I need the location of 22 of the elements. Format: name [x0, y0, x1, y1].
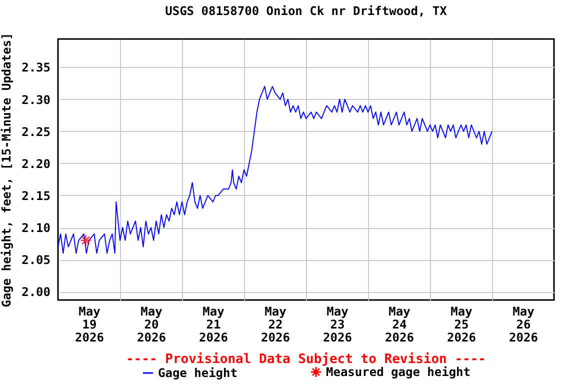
text: ---- Provisional Data Subject to Revision ---- — [126, 352, 486, 367]
x-tick-label: May 20 2026 — [137, 304, 166, 344]
x-tick-label: May 26 2026 — [509, 304, 538, 344]
y-tick-label: 2.35 — [22, 60, 50, 75]
line-series — [58, 86, 492, 254]
x-tick-label: May 23 2026 — [323, 304, 352, 344]
y-tick-label: 2.00 — [22, 285, 50, 300]
x-tick-label: May 22 2026 — [261, 304, 290, 344]
chart-title: USGS 08158700 Onion Ck nr Driftwood, TX — [165, 4, 448, 18]
y-tick-label: 2.25 — [22, 124, 50, 139]
y-tick-label: 2.10 — [22, 221, 50, 236]
x-tick-label: May 21 2026 — [199, 304, 228, 344]
y-tick-label: 2.20 — [22, 156, 50, 171]
legend-label: Measured gage height — [326, 365, 470, 379]
x-tick-label: May 24 2026 — [385, 304, 414, 344]
y-axis-title: Gage height, feet, [15-Minute Updates] — [0, 32, 14, 308]
x-tick-label: May 19 2026 — [75, 304, 104, 344]
y-tick-label: 2.15 — [22, 188, 50, 203]
y-tick-label: 2.05 — [22, 253, 50, 268]
y-tick-label: 2.30 — [22, 92, 50, 107]
legend-label: Gage height — [158, 366, 238, 380]
x-tick-label: May 25 2026 — [447, 304, 476, 344]
